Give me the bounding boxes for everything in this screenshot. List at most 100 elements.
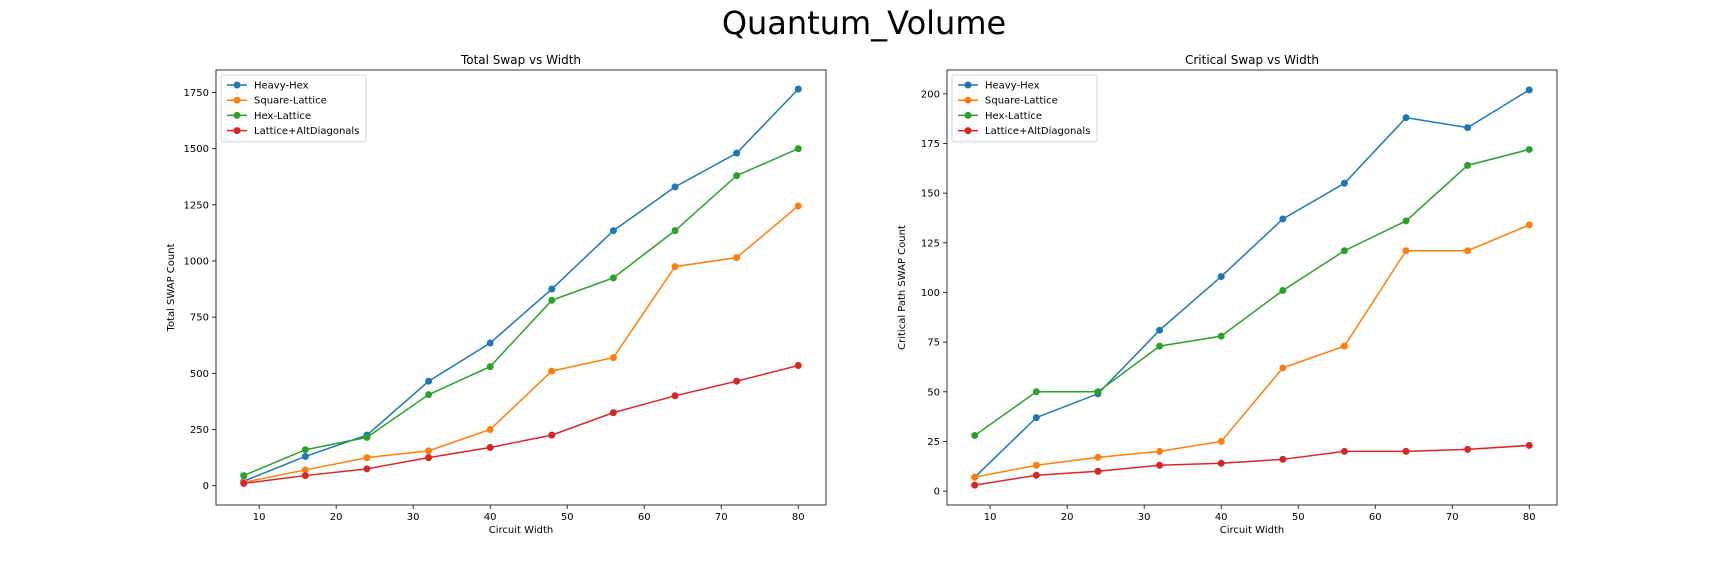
chart-title: Critical Swap vs Width <box>1185 53 1319 67</box>
legend-label: Heavy-Hex <box>985 81 1040 92</box>
data-point-lattice-altdiagonals <box>301 472 309 480</box>
x-tick-label: 20 <box>330 512 343 523</box>
data-point-hex-lattice <box>971 431 979 439</box>
data-point-hex-lattice <box>1156 342 1164 350</box>
legend-label: Lattice+AltDiagonals <box>985 126 1090 137</box>
y-tick-label: 250 <box>190 425 209 436</box>
x-tick-label: 10 <box>253 512 266 523</box>
legend-marker <box>964 127 972 135</box>
data-point-lattice-altdiagonals <box>1156 461 1164 469</box>
data-point-heavy-hex <box>1156 326 1164 334</box>
y-tick-label: 0 <box>203 481 209 492</box>
x-tick-label: 40 <box>1215 512 1228 523</box>
y-tick-label: 125 <box>921 238 940 249</box>
data-point-lattice-altdiagonals <box>1402 447 1410 455</box>
x-axis-label: Circuit Width <box>489 525 553 536</box>
figure-title: Quantum_Volume <box>721 4 1007 42</box>
data-point-lattice-altdiagonals <box>548 431 556 439</box>
y-tick-label: 175 <box>921 139 940 150</box>
y-axis-label: Total SWAP Count <box>166 243 177 332</box>
legend-label: Lattice+AltDiagonals <box>254 126 359 137</box>
series-line-lattice-altdiagonals <box>243 364 799 485</box>
x-tick-label: 40 <box>484 512 497 523</box>
legend: Heavy-Hex Square-Lattice Hex-Lattice Lattic… <box>951 74 1098 143</box>
data-point-lattice-altdiagonals <box>1525 441 1533 449</box>
data-point-square-lattice <box>1525 221 1533 229</box>
x-tick-label: 10 <box>984 512 997 523</box>
data-point-square-lattice <box>486 426 494 434</box>
x-tick-label: 80 <box>1523 512 1536 523</box>
legend-marker <box>233 127 241 135</box>
y-tick-label: 1250 <box>184 200 209 211</box>
legend-marker <box>964 81 972 89</box>
data-point-square-lattice <box>1464 247 1472 255</box>
legend-marker <box>233 96 241 104</box>
legend-box <box>951 74 1098 143</box>
chart-title: Total Swap vs Width <box>460 53 581 67</box>
data-point-hex-lattice <box>1279 286 1287 294</box>
legend-label: Hex-Lattice <box>254 111 311 122</box>
data-point-square-lattice <box>1094 453 1102 461</box>
data-point-heavy-hex <box>1032 414 1040 422</box>
x-tick-label: 50 <box>561 512 574 523</box>
legend-marker <box>964 96 972 104</box>
data-point-square-lattice <box>425 447 433 455</box>
data-point-heavy-hex <box>671 183 679 191</box>
data-point-heavy-hex <box>425 377 433 385</box>
x-tick-label: 30 <box>407 512 420 523</box>
series-line-heavy-hex <box>243 88 799 482</box>
plot-frame <box>946 69 1558 506</box>
data-point-square-lattice <box>671 263 679 271</box>
x-axis-label: Circuit Width <box>1220 525 1284 536</box>
series-line-hex-lattice <box>974 148 1530 437</box>
data-point-square-lattice <box>1156 447 1164 455</box>
data-point-heavy-hex <box>1340 179 1348 187</box>
legend: Heavy-Hex Square-Lattice Hex-Lattice Lattic… <box>220 74 367 143</box>
data-point-hex-lattice <box>548 296 556 304</box>
data-point-lattice-altdiagonals <box>794 361 802 369</box>
x-tick-label: 70 <box>715 512 728 523</box>
x-tick-label: 70 <box>1446 512 1459 523</box>
y-tick-label: 25 <box>927 437 940 448</box>
y-tick-label: 500 <box>190 369 209 380</box>
data-point-lattice-altdiagonals <box>1464 445 1472 453</box>
data-point-hex-lattice <box>671 227 679 235</box>
series-line-hex-lattice <box>243 147 799 477</box>
data-point-heavy-hex <box>486 339 494 347</box>
data-point-lattice-altdiagonals <box>1340 447 1348 455</box>
y-tick-label: 100 <box>921 288 940 299</box>
data-point-hex-lattice <box>301 446 309 454</box>
legend-label: Square-Lattice <box>985 96 1058 107</box>
y-tick-label: 1500 <box>184 144 209 155</box>
data-point-hex-lattice <box>1464 161 1472 169</box>
y-tick-label: 50 <box>927 387 940 398</box>
legend-box <box>220 74 367 143</box>
data-point-heavy-hex <box>733 149 741 157</box>
data-point-heavy-hex <box>1279 215 1287 223</box>
legend-label: Square-Lattice <box>254 96 327 107</box>
data-point-square-lattice <box>548 367 556 375</box>
data-point-hex-lattice <box>363 433 371 441</box>
data-point-heavy-hex <box>609 227 617 235</box>
y-tick-label: 1000 <box>184 256 209 267</box>
data-point-square-lattice <box>1340 342 1348 350</box>
data-point-lattice-altdiagonals <box>1279 455 1287 463</box>
data-point-heavy-hex <box>548 285 556 293</box>
data-point-heavy-hex <box>301 452 309 460</box>
data-point-square-lattice <box>971 473 979 481</box>
plot-frame <box>215 69 827 506</box>
data-point-hex-lattice <box>1217 332 1225 340</box>
y-tick-label: 750 <box>190 313 209 324</box>
chart-2: Critical Swap vs Width Circuit Width Criti… <box>897 53 1558 536</box>
data-point-hex-lattice <box>486 363 494 371</box>
data-point-square-lattice <box>609 354 617 362</box>
series-line-heavy-hex <box>974 89 1530 478</box>
y-tick-label: 0 <box>934 487 940 498</box>
x-tick-label: 60 <box>638 512 651 523</box>
x-tick-label: 30 <box>1138 512 1151 523</box>
legend-marker <box>964 111 972 119</box>
data-point-heavy-hex <box>794 85 802 93</box>
data-point-lattice-altdiagonals <box>486 443 494 451</box>
data-point-hex-lattice <box>1402 217 1410 225</box>
